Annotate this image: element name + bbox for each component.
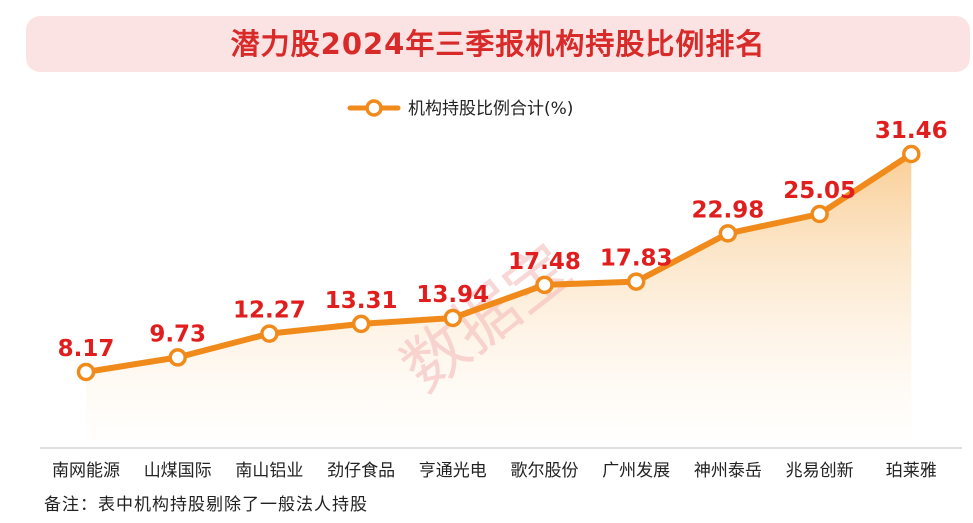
x-tick-label: 山煤国际 [144,461,212,481]
data-point-劲仔食品 [351,314,371,334]
data-point-南网能源 [76,362,96,382]
data-point-广州发展 [626,272,646,291]
value-label: 13.31 [325,288,398,314]
x-tick-label: 广州发展 [602,461,670,481]
value-label: 12.27 [233,298,306,324]
x-tick-label: 神州泰岳 [694,461,762,481]
data-point-兆易创新 [810,204,829,224]
title-banner: 潜力股2024年三季报机构持股比例排名 [26,16,970,72]
data-point-亨通光电 [443,308,463,328]
x-tick-label: 珀莱雅 [886,461,937,481]
value-label: 8.17 [58,336,115,362]
data-point-山煤国际 [168,348,187,367]
x-tick-label: 南网能源 [52,461,120,481]
data-point-歌尔股份 [535,275,554,295]
area-fill [86,154,912,440]
legend-label: 机构持股比例合计(%) [408,99,573,119]
chart-title: 潜力股2024年三季报机构持股比例排名 [230,27,766,61]
value-label: 17.83 [600,246,673,272]
series-line [83,151,915,375]
legend: 机构持股比例合计(%) [347,99,573,119]
value-label: 22.98 [692,197,765,223]
value-label: 25.05 [783,178,856,204]
x-tick-label: 亨通光电 [419,461,487,481]
footnote: 备注：表中机构持股剔除了一般法人持股 [44,495,368,515]
data-point-南山铝业 [260,324,279,343]
value-label: 9.73 [149,321,206,347]
value-label: 13.94 [416,282,489,308]
data-point-神州泰岳 [718,224,738,243]
x-tick-label: 南山铝业 [235,461,303,481]
x-tick-label: 歌尔股份 [511,461,579,481]
data-point-珀莱雅 [902,144,921,164]
x-tick-label: 兆易创新 [786,461,854,481]
legend-marker [365,99,383,117]
x-tick-label: 劲仔食品 [327,461,395,481]
value-label: 17.48 [508,249,581,275]
value-label: 31.46 [875,118,948,144]
